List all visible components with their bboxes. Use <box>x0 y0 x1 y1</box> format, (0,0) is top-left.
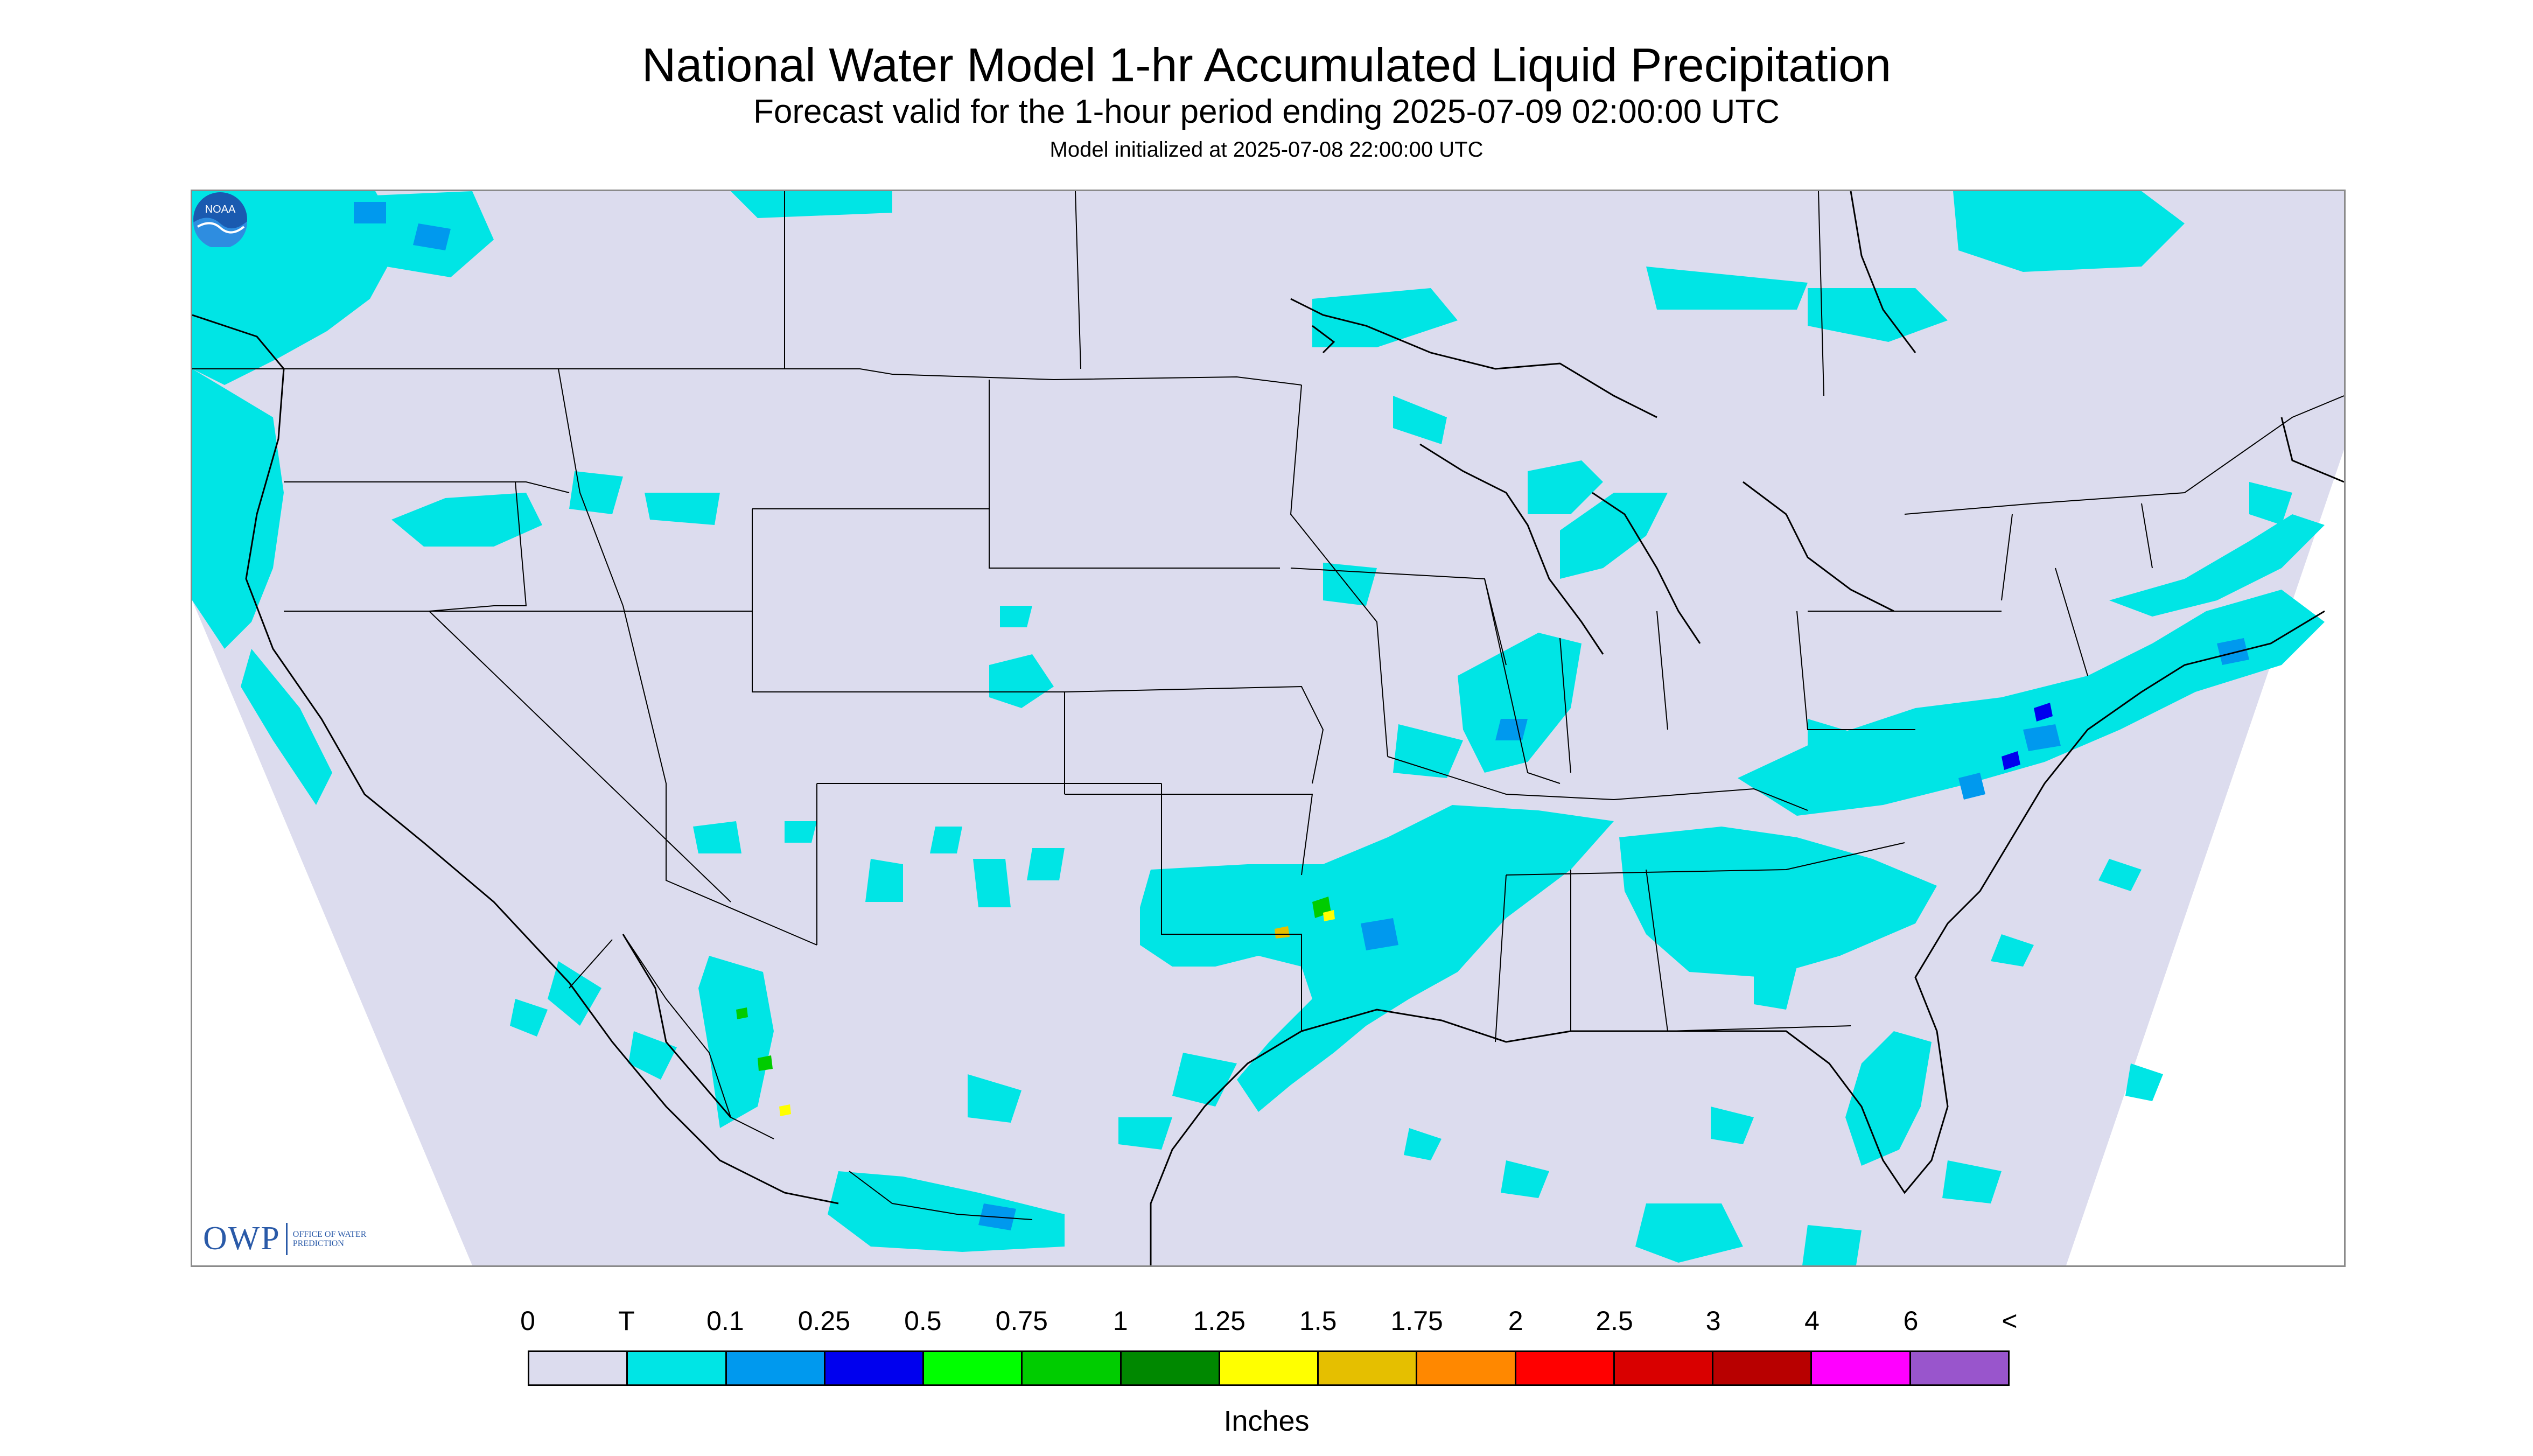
legend-swatch <box>1812 1352 1911 1384</box>
legend-label: 0 <box>520 1306 535 1336</box>
precip-trace-areas <box>192 191 2325 1265</box>
legend-label: 0.75 <box>995 1306 1048 1336</box>
owp-logo: OWP OFFICE OF WATER PREDICTION <box>203 1220 374 1258</box>
legend-label: 0.5 <box>904 1306 942 1336</box>
legend-units: Inches <box>1223 1405 1310 1437</box>
legend-swatch <box>1417 1352 1516 1384</box>
noaa-logo: NOAA <box>193 192 248 247</box>
legend-color-bar <box>528 1350 2010 1386</box>
legend-label: 1.25 <box>1193 1306 1245 1336</box>
map-subtitle: Forecast valid for the 1-hour period end… <box>753 93 1780 130</box>
legend-swatch <box>1121 1352 1220 1384</box>
coastlines <box>192 191 2344 1265</box>
map-title: National Water Model 1-hr Accumulated Li… <box>641 38 1892 92</box>
legend-labels: 0 T 0.1 0.25 0.5 0.75 1 1.25 1.5 1.75 2 2.5 3 4 6 < <box>0 1305 2533 1338</box>
legend-swatch <box>628 1352 727 1384</box>
legend-swatch <box>1220 1352 1319 1384</box>
legend-swatch <box>1023 1352 1122 1384</box>
legend-label: < <box>2002 1306 2018 1336</box>
legend-label: 4 <box>1804 1306 1820 1336</box>
legend-swatch <box>924 1352 1023 1384</box>
precip-light-areas <box>354 202 2249 1230</box>
legend-swatch <box>1713 1352 1813 1384</box>
legend-label: 2 <box>1508 1306 1523 1336</box>
legend-label: 1 <box>1112 1306 1128 1336</box>
legend-label: 1.75 <box>1390 1306 1443 1336</box>
legend-swatch <box>825 1352 925 1384</box>
noaa-logo-text: NOAA <box>205 204 236 215</box>
legend-swatch <box>1319 1352 1418 1384</box>
owp-logo-letters: OWP <box>203 1220 281 1257</box>
legend-swatch <box>726 1352 825 1384</box>
legend-label: 0.25 <box>797 1306 851 1336</box>
legend-label: 1.5 <box>1299 1306 1337 1336</box>
political-boundaries <box>192 191 2344 1220</box>
legend-swatch <box>529 1352 628 1384</box>
legend-label: 0.1 <box>706 1306 744 1336</box>
precip-heavy-cells <box>736 703 2053 1116</box>
legend-swatch <box>1516 1352 1615 1384</box>
precip-legend: 0 T 0.1 0.25 0.5 0.75 1 1.25 1.5 1.75 2 2.5 3 4 6 < Inc… <box>0 1292 2533 1454</box>
legend-label: T <box>618 1306 635 1336</box>
legend-label: 3 <box>1705 1306 1721 1336</box>
legend-label: 2.5 <box>1596 1306 1633 1336</box>
map-canvas <box>192 191 2344 1265</box>
legend-label: 6 <box>1903 1306 1919 1336</box>
legend-swatch <box>1614 1352 1714 1384</box>
model-init-time: Model initialized at 2025-07-08 22:00:00… <box>1049 138 1484 162</box>
legend-swatch <box>1911 1352 2008 1384</box>
precipitation-map: OWP OFFICE OF WATER PREDICTION NOAA <box>191 190 2346 1267</box>
owp-logo-text: OFFICE OF WATER PREDICTION <box>292 1229 367 1248</box>
owp-logo-divider <box>285 1222 288 1255</box>
